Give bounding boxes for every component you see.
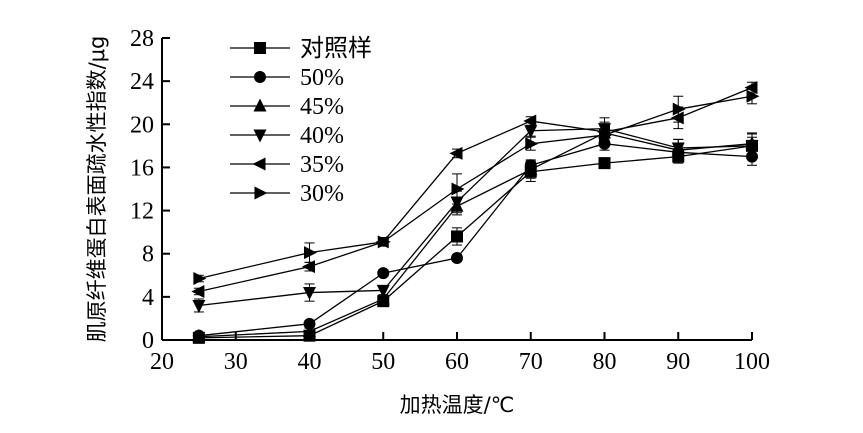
legend: 对照样 50% 45% 40% 35% 30% (230, 35, 372, 207)
data-point (193, 272, 207, 286)
data-point (523, 114, 537, 128)
series-layer (191, 81, 760, 344)
series-line (198, 127, 753, 307)
data-point (303, 287, 316, 301)
legend-label: 40% (300, 123, 344, 149)
series-line (198, 143, 753, 337)
data-point (304, 246, 317, 260)
y-tick-label: 8 (142, 242, 154, 268)
legend-marker (253, 129, 267, 143)
x-tick-label: 80 (593, 349, 617, 375)
legend-item: 30% (230, 181, 344, 207)
legend-label: 对照样 (300, 35, 372, 62)
y-tick-label: 4 (142, 285, 154, 311)
legend-label: 45% (300, 94, 344, 120)
legend-label: 50% (300, 65, 344, 91)
data-point (302, 260, 315, 274)
legend-marker (254, 42, 266, 54)
x-tick-label: 90 (666, 349, 690, 375)
legend-marker (252, 157, 266, 171)
data-point (670, 111, 684, 125)
data-point (598, 157, 611, 170)
x-tick-label: 70 (519, 349, 543, 375)
y-tick-label: 12 (130, 199, 154, 225)
legend-item: 35% (230, 152, 344, 178)
series-5 (191, 81, 758, 298)
y-axis-title: 肌原纤维蛋白表面疏水性指数/μg (85, 36, 109, 343)
x-tick-label: 20 (150, 349, 174, 375)
data-point (525, 137, 539, 151)
series-2 (192, 136, 758, 342)
data-point (671, 142, 685, 156)
series-line (198, 145, 753, 339)
data-point (192, 329, 206, 343)
data-point (745, 140, 759, 154)
data-point (451, 230, 463, 243)
series-3 (192, 121, 759, 343)
data-point (672, 102, 686, 116)
x-tick-label: 40 (298, 349, 322, 375)
series-line (198, 87, 753, 293)
data-point (191, 284, 205, 298)
y-tick-label: 24 (130, 69, 154, 95)
data-point (449, 146, 463, 160)
legend-marker (254, 71, 266, 83)
x-tick-label: 30 (224, 349, 248, 375)
legend-item: 45% (230, 94, 344, 120)
series-6 (193, 88, 760, 286)
data-point (524, 162, 538, 176)
data-point (192, 299, 206, 313)
data-point (303, 323, 316, 337)
data-point (599, 128, 612, 142)
series-line (198, 95, 753, 280)
legend-label: 35% (300, 152, 344, 178)
y-tick-label: 16 (130, 155, 154, 181)
legend-label: 30% (300, 181, 344, 207)
x-tick-label: 100 (734, 349, 770, 375)
series-line (198, 132, 753, 338)
x-tick-label: 50 (371, 349, 395, 375)
data-point (744, 81, 758, 95)
x-tick-label: 60 (445, 349, 469, 375)
data-point (376, 291, 390, 305)
legend-marker (254, 186, 268, 200)
data-point (451, 252, 463, 265)
data-point (376, 284, 390, 298)
series-4 (192, 117, 759, 313)
data-point (303, 317, 316, 330)
axis-ticks: 0 4 8 12 16 20 24 28 20 30 40 50 60 70 80 90 100 (130, 26, 770, 375)
x-axis-title: 加热温度/℃ (400, 393, 515, 417)
y-tick-label: 20 (130, 112, 154, 138)
data-point (524, 125, 538, 139)
data-point (451, 182, 465, 196)
data-point (746, 89, 760, 103)
legend-item: 50% (230, 65, 344, 91)
data-point (377, 235, 391, 249)
y-tick-label: 28 (130, 26, 154, 52)
legend-marker (253, 98, 267, 112)
legend-item: 40% (230, 123, 344, 149)
data-point (377, 267, 390, 280)
legend-item: 对照样 (230, 35, 372, 62)
y-tick-label: 0 (142, 328, 154, 354)
